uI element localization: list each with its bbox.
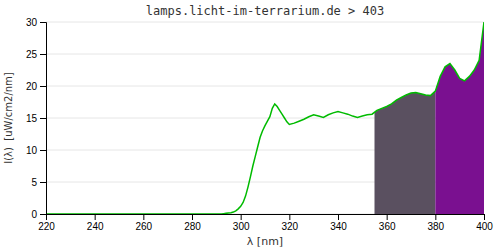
x-tick-label: 220 xyxy=(38,221,55,232)
grid-line xyxy=(46,22,484,23)
x-tick-mark xyxy=(95,214,96,220)
x-tick-mark xyxy=(435,214,436,220)
x-tick: 320 xyxy=(281,214,298,232)
y-tick-label: 30 xyxy=(26,17,38,28)
y-tick-mark xyxy=(40,182,46,183)
span-group xyxy=(375,22,436,214)
x-tick-label: 300 xyxy=(233,221,250,232)
y-tick-mark xyxy=(40,118,46,119)
x-tick-mark xyxy=(192,214,193,220)
x-tick-label: 240 xyxy=(87,221,104,232)
marks xyxy=(46,22,484,214)
x-tick: 240 xyxy=(87,214,104,232)
x-tick-mark xyxy=(387,214,388,220)
span-area xyxy=(375,22,436,214)
y-tick: 0 xyxy=(31,209,46,220)
y-tick-mark xyxy=(40,22,46,23)
plot-area: 220 240 260 280 300 320 340 360 380 400 0 5 10 15 20 25… xyxy=(26,17,493,232)
x-tick: 360 xyxy=(379,214,396,232)
y-tick-label: 10 xyxy=(26,145,38,156)
y-tick-mark xyxy=(40,86,46,87)
x-tick: 280 xyxy=(184,214,201,232)
x-tick-label: 380 xyxy=(427,221,444,232)
y-tick-mark xyxy=(40,214,46,215)
x-tick-label: 320 xyxy=(281,221,298,232)
x-tick: 380 xyxy=(427,214,444,232)
y-tick-mark xyxy=(40,54,46,55)
x-tick: 340 xyxy=(330,214,347,232)
y-tick-label: 25 xyxy=(26,49,38,60)
x-axis: 220 240 260 280 300 320 340 360 380 400 xyxy=(38,214,493,232)
grid-line xyxy=(46,54,484,55)
y-tick: 15 xyxy=(26,113,46,124)
y-axis: 0 5 10 15 20 25 30 xyxy=(26,17,47,220)
x-tick-label: 260 xyxy=(135,221,152,232)
y-tick-label: 5 xyxy=(31,177,37,188)
x-tick-mark xyxy=(484,214,485,220)
grid xyxy=(46,22,484,214)
x-tick: 300 xyxy=(233,214,250,232)
span-area xyxy=(435,22,484,214)
x-tick-mark xyxy=(338,214,339,220)
x-tick-label: 400 xyxy=(476,221,493,232)
span-group xyxy=(435,22,484,214)
x-tick-label: 340 xyxy=(330,221,347,232)
y-tick-mark xyxy=(40,150,46,151)
x-tick: 400 xyxy=(476,214,493,232)
y-axis-line xyxy=(40,23,47,215)
chart: 220 240 260 280 300 320 340 360 380 400 0 5 10 15 20 25… xyxy=(0,0,500,250)
y-axis-label: I(λ) [uW/cm2/nm] xyxy=(3,72,14,164)
y-tick-label: 15 xyxy=(26,113,38,124)
y-tick-label: 20 xyxy=(26,81,38,92)
y-tick: 10 xyxy=(26,145,46,156)
x-axis-line xyxy=(47,215,485,221)
y-tick-label: 0 xyxy=(31,209,37,220)
y-tick: 20 xyxy=(26,81,46,92)
x-tick-label: 360 xyxy=(379,221,396,232)
spectrum-line xyxy=(46,22,484,214)
x-tick-label: 280 xyxy=(184,221,201,232)
y-tick: 30 xyxy=(26,17,46,28)
title: lamps.licht-im-terrarium.de > 403 xyxy=(146,4,384,18)
y-tick: 5 xyxy=(31,177,46,188)
x-tick-mark xyxy=(241,214,242,220)
x-tick: 220 xyxy=(38,214,55,232)
x-tick-mark xyxy=(143,214,144,220)
x-axis-label: λ [nm] xyxy=(247,235,283,248)
grid-line xyxy=(46,86,484,87)
y-tick: 25 xyxy=(26,49,46,60)
x-tick: 260 xyxy=(135,214,152,232)
x-tick-mark xyxy=(289,214,290,220)
